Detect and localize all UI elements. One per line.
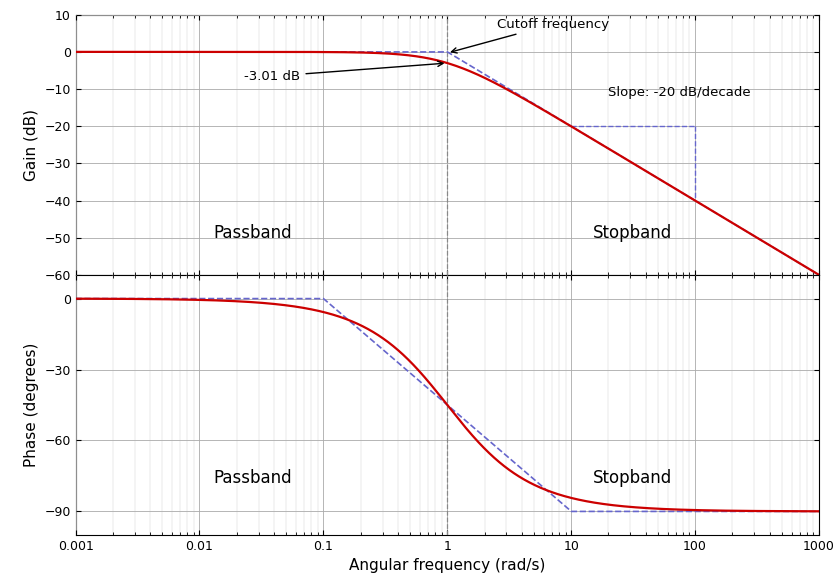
X-axis label: Angular frequency (rad/s): Angular frequency (rad/s) xyxy=(349,559,545,573)
Text: Stopband: Stopband xyxy=(593,469,672,487)
Text: -3.01 dB: -3.01 dB xyxy=(244,61,443,83)
Text: Cutoff frequency: Cutoff frequency xyxy=(451,18,609,53)
Text: Passband: Passband xyxy=(213,469,292,487)
Text: Passband: Passband xyxy=(213,223,292,242)
Y-axis label: Phase (degrees): Phase (degrees) xyxy=(24,343,39,467)
Y-axis label: Gain (dB): Gain (dB) xyxy=(24,109,39,181)
Text: Stopband: Stopband xyxy=(593,223,672,242)
Text: Slope: -20 dB/decade: Slope: -20 dB/decade xyxy=(608,86,751,99)
